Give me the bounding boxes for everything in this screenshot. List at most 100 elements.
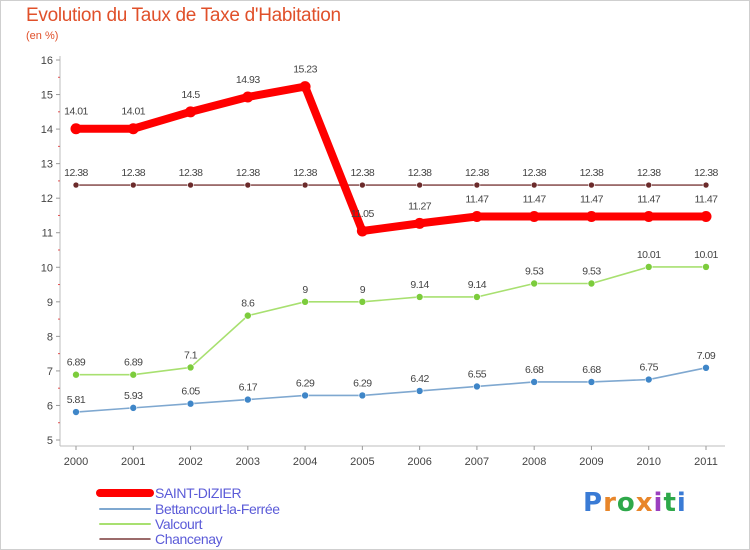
data-point [530,181,538,189]
chart-subtitle: (en %) [26,30,59,42]
data-point [244,395,252,404]
data-label: 12.38 [694,167,718,179]
data-label: 12.38 [637,167,661,179]
legend-label: Chancenay [155,531,223,547]
data-label: 5.81 [67,394,86,406]
x-tick-label: 2007 [465,456,489,468]
data-label: 6.05 [181,386,200,398]
data-point [645,181,653,189]
data-label: 7.1 [184,349,198,361]
data-point [244,311,252,320]
legend-label: SAINT-DIZIER [155,485,241,501]
proxiti-logo: Proxiti [583,488,687,518]
series-bettancourt-la-ferr-e: 5.81 5.93 6.05 6.17 6.29 6.29 6.42 6.55 6.68 6.68… [67,350,716,416]
x-tick-label: 2006 [407,456,431,468]
data-label: 6.89 [124,357,143,369]
data-label: 12.38 [350,167,374,179]
y-tick-label: 9 [47,297,53,309]
data-point [358,298,367,306]
data-point [72,181,80,189]
data-point [471,210,483,222]
data-label: 11.47 [637,193,661,205]
data-point [644,375,653,384]
y-tick-label: 16 [41,55,53,67]
y-tick-label: 6 [47,400,53,412]
x-tick-label: 2009 [579,456,603,468]
data-point [702,181,710,189]
data-point [414,217,426,229]
data-label: 14.01 [64,106,88,118]
data-point [129,370,138,379]
data-point [702,363,710,372]
x-tick-label: 2010 [636,456,660,468]
data-point [416,181,423,189]
data-point [129,181,137,189]
data-point [186,363,195,372]
data-label: 9.14 [468,279,487,291]
x-tick-label: 2004 [293,456,317,468]
data-label: 6.17 [239,382,258,394]
series-valcourt: 6.89 6.89 7.1 8.6 9 9 9.14 9.14 9.53 9.53 10.01 10.… [67,249,719,379]
legend: SAINT-DIZIERBettancourt-la-FerréeValcour… [96,485,281,547]
x-tick-label: 2001 [121,456,145,468]
data-point [528,210,540,222]
x-tick-label: 2003 [236,456,260,468]
data-point [530,378,538,386]
data-point [702,263,710,271]
data-point [185,106,197,118]
data-point [186,399,195,408]
y-tick-label: 15 [41,90,53,102]
data-label: 6.75 [640,362,659,374]
y-tick-label: 7 [47,366,53,378]
data-point [242,91,254,103]
data-label: 9.14 [410,279,429,291]
data-point [644,263,653,271]
data-point [72,408,80,416]
data-label: 6.89 [67,357,86,369]
data-label: 14.5 [181,89,200,101]
legend-label: Bettancourt-la-Ferrée [155,501,280,517]
data-label: 12.38 [522,167,546,179]
legend-item: Valcourt [99,516,203,532]
data-label: 12.38 [293,167,317,179]
data-point [415,387,424,395]
y-tick-label: 11 [42,228,53,240]
data-point [585,210,597,222]
data-label: 9.53 [525,266,544,278]
data-point [356,225,368,237]
data-point [587,378,596,386]
series-line [75,366,707,413]
data-label: 12.38 [465,167,489,179]
data-label: 6.29 [353,377,372,389]
data-label: 6.55 [468,368,487,380]
data-point [530,279,538,288]
series-layer: 5.81 5.93 6.05 6.17 6.29 6.29 6.42 6.55 6.68 6.68… [64,64,719,416]
data-label: 11.47 [580,193,604,205]
data-point [700,210,712,222]
data-point [301,181,309,189]
data-label: 10.01 [637,249,661,261]
data-label: 5.93 [124,390,143,402]
data-label: 12.38 [236,167,260,179]
data-point [359,181,366,189]
data-label: 11.47 [523,193,547,205]
data-label: 8.6 [241,298,255,310]
data-label: 6.68 [525,364,544,376]
data-point [129,404,138,412]
data-label: 15.23 [293,64,317,76]
data-point [358,391,367,400]
data-label: 12.38 [64,167,88,179]
x-tick-label: 2011 [694,456,718,468]
data-point [187,181,194,189]
legend-label: Valcourt [155,516,203,532]
data-point [473,382,481,391]
y-tick-label: 8 [47,331,53,343]
y-tick-label: 14 [41,124,53,136]
series-saint-dizier: 14.01 14.01 14.5 14.93 15.23 11.05 11.27 11.47 1… [64,64,719,237]
data-label: 10.01 [694,249,718,261]
x-tick-label: 2005 [350,456,374,468]
series-line [72,82,710,235]
data-label: 9 [302,284,308,296]
data-label: 11.27 [408,200,432,212]
